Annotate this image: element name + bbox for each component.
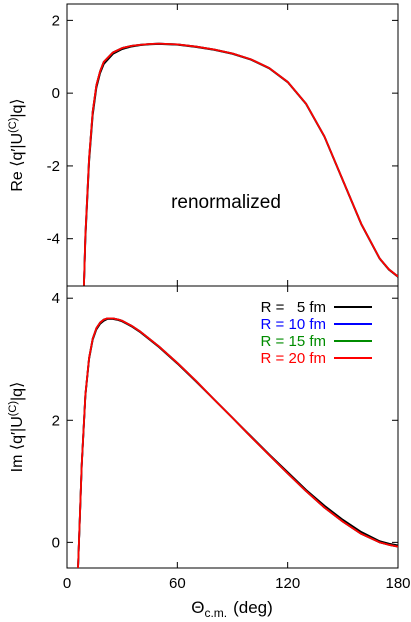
top-panel: 2 0 -2 -4 renormalized Re ⟨q′|U(C)|q⟩: [7, 3, 399, 287]
top-series-line-1: [83, 43, 398, 286]
x-axis-label: Θc.m. (deg): [191, 598, 273, 620]
legend-label: R = 15 fm: [261, 333, 326, 350]
top-axis-ticks: 2 0 -2 -4: [47, 4, 399, 286]
bottom-series-line-2: [77, 317, 398, 568]
top-series-lines: [83, 42, 398, 286]
x-tick-label: 180: [385, 575, 410, 592]
top-annotation: renormalized: [171, 192, 281, 213]
bottom-series-lines: [77, 317, 398, 568]
x-tick-label: 120: [275, 575, 300, 592]
top-y-tick-label: -4: [47, 231, 60, 248]
x-tick-label: 0: [63, 575, 71, 592]
top-y-tick-label: 2: [52, 12, 60, 29]
x-tick-label: 60: [169, 575, 186, 592]
bottom-series-line-1: [77, 318, 398, 568]
top-y-tick-label: -2: [47, 158, 60, 175]
legend-label: R = 5 fm: [261, 299, 326, 316]
top-series-line-4: [83, 42, 398, 286]
top-y-axis-label: Re ⟨q′|U(C)|q⟩: [7, 98, 26, 191]
bottom-series-line-4: [77, 317, 398, 568]
top-y-tick-label: 0: [52, 85, 60, 102]
top-series-line-3: [83, 42, 398, 286]
bottom-y-tick-label: 0: [52, 534, 60, 551]
bottom-series-line-3: [77, 317, 398, 568]
bottom-y-axis-label: Im ⟨q′|U(C)|q⟩: [7, 382, 26, 473]
legend-label: R = 20 fm: [261, 350, 326, 367]
bottom-plot-frame: [66, 285, 399, 569]
legend: R = 5 fmR = 10 fmR = 15 fmR = 20 fm: [261, 299, 372, 367]
bottom-panel: 0 60 120 180 4 2 0 R = 5 fmR = 10 fmR = 15 fmR…: [7, 285, 411, 620]
legend-label: R = 10 fm: [261, 316, 326, 333]
bottom-y-tick-label: 4: [52, 290, 60, 307]
top-series-line-2: [83, 42, 398, 286]
top-plot-frame: [66, 3, 399, 287]
bottom-axis-ticks: 0 60 120 180 4 2 0: [52, 286, 411, 592]
bottom-y-tick-label: 2: [52, 412, 60, 429]
